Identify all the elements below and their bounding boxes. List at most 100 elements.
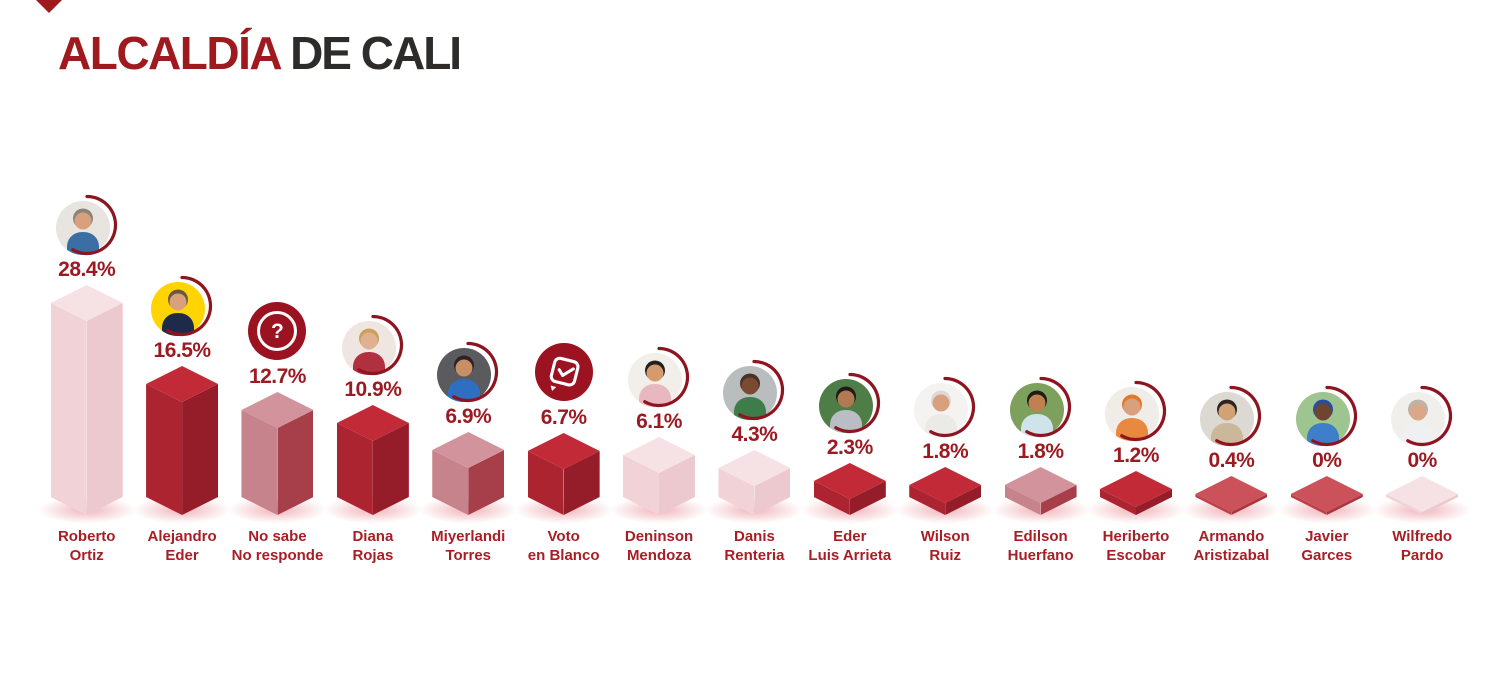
- bar-top-face: [1386, 476, 1459, 512]
- candidate-name-line1: Eder: [833, 528, 867, 545]
- percentage-label: 1.8%: [922, 440, 969, 463]
- bar-wrap: [703, 450, 806, 524]
- candidate-column-roberto-ortiz: 28.4% Roberto Ortiz: [35, 183, 138, 566]
- candidate-name: Javier Garces: [1301, 528, 1352, 566]
- question-mark-icon: ?: [248, 302, 307, 360]
- candidate-avatar: [1295, 385, 1358, 447]
- candidate-name-line1: Diana: [352, 528, 394, 545]
- candidate-name-line1: Heriberto: [1102, 528, 1170, 545]
- bar-voto-en-blanco: [527, 433, 600, 515]
- person-silhouette: [55, 201, 110, 255]
- bar-wrap: [798, 463, 901, 524]
- candidate-column-miyerlandi-torres: 6.9% Miyerlandi Torres: [417, 183, 520, 566]
- candidate-name-line2: Garces: [1301, 546, 1353, 564]
- bar-wrap: [1275, 476, 1378, 524]
- candidate-avatar: [723, 359, 785, 421]
- question-ring: ?: [257, 311, 298, 351]
- bar-armando-aristizabal: [1195, 476, 1268, 515]
- avatar-ring: [1105, 380, 1167, 442]
- bar-no-sabe-no-responde: [241, 392, 314, 515]
- bar-wilson-ruiz: [909, 467, 982, 515]
- avatar-ring: [914, 376, 976, 438]
- bar-heriberto-escobar: [1099, 471, 1172, 515]
- percentage-label: 6.7%: [540, 406, 587, 429]
- candidate-name: Armando Aristizabal: [1193, 528, 1269, 566]
- ballot-glyph: [549, 356, 580, 391]
- candidate-stack: 6.7%: [512, 183, 615, 524]
- percentage-label: 0%: [1407, 449, 1437, 472]
- candidate-name: Diana Rojas: [352, 528, 393, 566]
- title-secondary: DE CALI: [290, 27, 462, 79]
- percentage-label: 4.3%: [731, 423, 778, 446]
- candidate-name: Alejandro Eder: [147, 528, 216, 566]
- candidate-name-line2: Pardo: [1400, 546, 1444, 564]
- candidate-name-line1: Roberto: [57, 528, 116, 545]
- avatar-ring: [56, 194, 118, 256]
- candidate-name: Deninson Mendoza: [625, 528, 693, 566]
- avatar-ring: [723, 359, 785, 421]
- candidate-name-line2: Luis Arrieta: [808, 546, 892, 564]
- candidate-name-line1: Danis: [733, 528, 775, 545]
- candidate-stack: 28.4%: [35, 183, 138, 524]
- candidate-column-wilson-ruiz: 1.8% Wilson Ruiz: [894, 183, 997, 566]
- candidate-name-line2: No responde: [231, 546, 324, 564]
- candidate-avatar: [1391, 385, 1453, 447]
- person-silhouette: [723, 366, 778, 420]
- avatar-ring: [1200, 385, 1262, 447]
- bar-wrap: [1084, 471, 1187, 524]
- candidate-name-line1: Wilson: [920, 528, 970, 545]
- bar-wrap: [894, 467, 997, 524]
- candidate-column-eder-luis-arrieta: 2.3% Eder Luis Arrieta: [798, 183, 901, 566]
- page-title: ALCALDÍA DE CALI: [58, 27, 462, 79]
- candidate-name-line1: Alejandro: [147, 528, 217, 545]
- bar-wrap: [608, 437, 711, 524]
- candidate-avatar: [1009, 376, 1072, 438]
- person-silhouette: [1391, 392, 1446, 446]
- bar-wilfredo-pardo: [1386, 476, 1459, 515]
- title-primary: ALCALDÍA: [58, 27, 283, 79]
- candidate-stack: 6.1%: [608, 183, 711, 524]
- candidate-stack: 0%: [1275, 183, 1378, 524]
- bar-miyerlandi-torres: [432, 432, 505, 515]
- candidate-avatar: [437, 341, 499, 403]
- candidate-name-line1: Deninson: [624, 528, 694, 545]
- question-glyph: ?: [271, 319, 284, 343]
- avatar-ring: [628, 346, 690, 408]
- candidate-column-danis-renteria: 4.3% Danis Renteria: [703, 183, 806, 566]
- bar-danis-renteria: [718, 450, 791, 515]
- percentage-label: 28.4%: [58, 258, 116, 281]
- candidate-stack: 1.2%: [1084, 183, 1187, 524]
- candidate-photo: [1200, 392, 1255, 446]
- candidate-stack: 1.8%: [894, 183, 997, 524]
- candidate-avatar: [818, 372, 881, 434]
- candidate-name-line1: Miyerlandi: [431, 528, 506, 545]
- candidate-column-heriberto-escobar: 1.2% Heriberto Escobar: [1084, 183, 1187, 566]
- candidate-name: Voto en Blanco: [528, 528, 600, 566]
- bar-javier-garces: [1290, 476, 1363, 515]
- candidate-name-line1: Armando: [1198, 528, 1265, 545]
- percentage-label: 16.5%: [153, 339, 212, 362]
- candidate-name-line1: Voto: [547, 528, 580, 545]
- candidate-name-line2: en Blanco: [527, 546, 600, 564]
- candidate-name: Wilfredo Pardo: [1392, 528, 1452, 566]
- candidate-name: Danis Renteria: [724, 528, 784, 566]
- candidate-name: Eder Luis Arrieta: [808, 528, 891, 566]
- candidate-column-armando-aristizabal: 0.4% Armando Aristizabal: [1180, 183, 1283, 566]
- candidate-photo: [628, 353, 683, 407]
- candidate-avatar: [1200, 385, 1262, 447]
- bar-wrap: [417, 432, 520, 524]
- candidate-stack: 10.9%: [321, 183, 424, 524]
- bar-wrap: [512, 433, 615, 524]
- candidate-name-line2: Ruiz: [929, 546, 962, 564]
- avatar-ring: [819, 372, 881, 434]
- candidate-column-javier-garces: 0% Javier Garces: [1275, 183, 1378, 566]
- candidate-avatar: [1104, 380, 1167, 442]
- candidate-avatar: [341, 314, 404, 376]
- bar-top-face: [1195, 476, 1268, 512]
- candidate-column-voto-en-blanco: 6.7% Voto en Blanco: [512, 183, 615, 566]
- percentage-label: 2.3%: [826, 436, 873, 459]
- candidate-column-wilfredo-pardo: 0% Wilfredo Pardo: [1371, 183, 1474, 566]
- bar-edilson-huerfano: [1004, 467, 1077, 515]
- bar-left-face: [51, 285, 87, 515]
- candidate-stack: 0.4%: [1180, 183, 1283, 524]
